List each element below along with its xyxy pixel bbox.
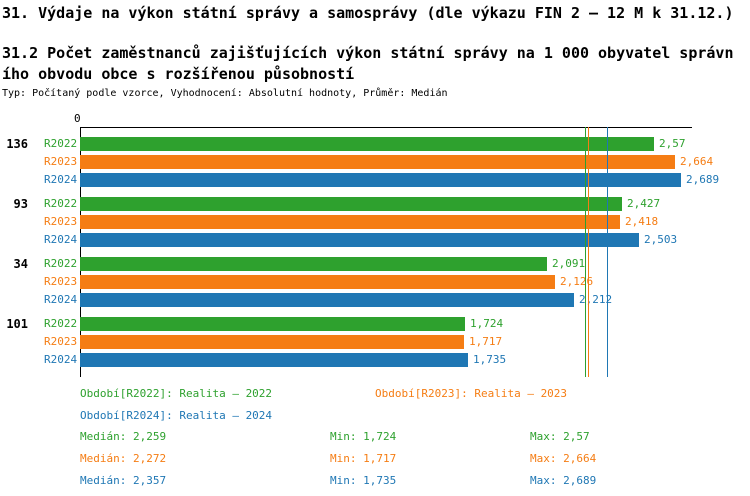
x-axis-zero-label: 0 — [74, 112, 81, 125]
category-label: 93 — [13, 197, 28, 211]
median-line — [607, 127, 608, 377]
bar — [80, 155, 675, 169]
bar — [80, 317, 465, 331]
bar-row: R2024 2,689 — [0, 172, 750, 188]
legend-item: Období[R2022]: Realita – 2022 — [80, 387, 273, 400]
bar-row: R2023 2,418 — [0, 214, 750, 230]
series-label: R2022 — [44, 257, 78, 270]
bar-value-label: 2,57 — [659, 137, 686, 150]
series-label: R2024 — [44, 353, 78, 366]
stat-min: Min: 1,717 — [330, 452, 397, 465]
bar-value-label: 2,212 — [579, 293, 613, 306]
series-label: R2023 — [44, 155, 78, 168]
stat-median: Medián: 2,357 — [80, 474, 167, 487]
legend-item: Období[R2023]: Realita – 2023 — [375, 387, 568, 400]
bar-value-label: 2,689 — [686, 173, 720, 186]
bar-row: R2023 2,126 — [0, 274, 750, 290]
series-label: R2024 — [44, 173, 78, 186]
series-label: R2024 — [44, 293, 78, 306]
bar-row: R2024 1,735 — [0, 352, 750, 368]
bar — [80, 233, 639, 247]
bar-value-label: 1,724 — [470, 317, 504, 330]
x-axis-line — [80, 127, 692, 128]
bar-row: R2023 2,664 — [0, 154, 750, 170]
category-label: 136 — [6, 137, 28, 151]
series-label: R2023 — [44, 275, 78, 288]
bar — [80, 335, 464, 349]
chart-legend: Období[R2022]: Realita – 2022 Období[R202… — [80, 387, 720, 427]
bar-row: 93 R2022 2,427 — [0, 196, 750, 212]
bar — [80, 275, 555, 289]
stat-min: Min: 1,724 — [330, 430, 397, 443]
bar-row: R2023 1,717 — [0, 334, 750, 350]
stat-min: Min: 1,735 — [330, 474, 397, 487]
bar-value-label: 2,664 — [680, 155, 714, 168]
median-line — [585, 127, 586, 377]
bar-row: 34 R2022 2,091 — [0, 256, 750, 272]
bar — [80, 353, 468, 367]
bar-row: R2024 2,212 — [0, 292, 750, 308]
y-axis-line — [80, 127, 81, 377]
bar-group: 93 R2022 2,427 R2023 2,418 R2024 2,503 — [0, 196, 750, 248]
bar-row: 101 R2022 1,724 — [0, 316, 750, 332]
bar-value-label: 2,418 — [625, 215, 659, 228]
series-label: R2022 — [44, 317, 78, 330]
page-subtitle: 31.2 Počet zaměstnanců zajišťujících výk… — [2, 43, 734, 85]
bar-row: R2024 2,503 — [0, 232, 750, 248]
stats-row: Medián: 2,259 Min: 1,724 Max: 2,57 — [80, 430, 720, 452]
median-line — [588, 127, 589, 377]
bar — [80, 257, 547, 271]
stat-median: Medián: 2,272 — [80, 452, 167, 465]
chart-stats: Medián: 2,259 Min: 1,724 Max: 2,57 Medián: … — [80, 430, 720, 496]
bar-value-label: 2,091 — [552, 257, 586, 270]
bar-row: 136 R2022 2,57 — [0, 136, 750, 152]
stat-max: Max: 2,664 — [530, 452, 597, 465]
category-label: 34 — [13, 257, 28, 271]
bar — [80, 173, 681, 187]
stats-row: Medián: 2,272 Min: 1,717 Max: 2,664 — [80, 452, 720, 474]
bar-value-label: 2,503 — [644, 233, 678, 246]
bar-value-label: 1,717 — [469, 335, 503, 348]
series-label: R2022 — [44, 137, 78, 150]
bar — [80, 197, 622, 211]
subtitle-line-2: ího obvodu obce s rozšířenou působností — [2, 65, 355, 83]
series-label: R2022 — [44, 197, 78, 210]
series-label: R2023 — [44, 215, 78, 228]
category-label: 101 — [6, 317, 28, 331]
chart-meta-line: Typ: Počítaný podle vzorce, Vyhodnocení:… — [2, 88, 448, 99]
stat-median: Medián: 2,259 — [80, 430, 167, 443]
bar-group: 101 R2022 1,724 R2023 1,717 R2024 1,735 — [0, 316, 750, 368]
bar — [80, 293, 574, 307]
legend-item: Období[R2024]: Realita – 2024 — [80, 409, 273, 422]
series-label: R2023 — [44, 335, 78, 348]
stat-max: Max: 2,689 — [530, 474, 597, 487]
bar-chart-plot: 136 R2022 2,57 R2023 2,664 R2024 2,689 93 R2022 2… — [0, 136, 750, 376]
bar-value-label: 2,427 — [627, 197, 661, 210]
page-title: 31. Výdaje na výkon státní správy a samo… — [2, 4, 734, 22]
stats-row: Medián: 2,357 Min: 1,735 Max: 2,689 — [80, 474, 720, 496]
stat-max: Max: 2,57 — [530, 430, 590, 443]
bar — [80, 215, 620, 229]
bar — [80, 137, 654, 151]
bar-group: 136 R2022 2,57 R2023 2,664 R2024 2,689 — [0, 136, 750, 188]
bar-value-label: 1,735 — [473, 353, 507, 366]
subtitle-line-1: 31.2 Počet zaměstnanců zajišťujících výk… — [2, 44, 734, 62]
bar-value-label: 2,126 — [560, 275, 594, 288]
series-label: R2024 — [44, 233, 78, 246]
bar-group: 34 R2022 2,091 R2023 2,126 R2024 2,212 — [0, 256, 750, 308]
